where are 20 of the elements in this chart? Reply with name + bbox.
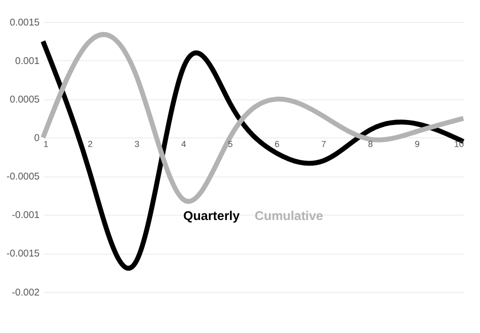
- y-tick-label: 0: [34, 133, 40, 144]
- y-tick-label: 0.0005: [10, 94, 40, 106]
- x-tick-label: 1: [44, 138, 49, 149]
- x-tick-label: 8: [368, 138, 374, 149]
- y-tick-label: 0.001: [15, 56, 40, 68]
- x-tick-label: 3: [134, 138, 140, 149]
- y-tick-label: 0.0015: [10, 17, 40, 28]
- text: Cumulative: [254, 209, 324, 224]
- y-tick-label: -0.001: [12, 210, 40, 222]
- x-tick-label: 10: [454, 138, 464, 149]
- x-tick-label: 4: [181, 138, 186, 149]
- x-tick-label: 7: [321, 138, 326, 149]
- x-tick-label: 9: [414, 138, 420, 149]
- y-tick-label: -0.002: [12, 287, 40, 298]
- x-tick-label: 5: [228, 138, 233, 149]
- text: Quarterly: [183, 209, 240, 224]
- x-tick-label: 2: [88, 138, 93, 149]
- x-tick-label: 6: [274, 138, 280, 149]
- y-tick-label: -0.0015: [6, 248, 40, 260]
- y-tick-label: -0.0005: [6, 172, 40, 183]
